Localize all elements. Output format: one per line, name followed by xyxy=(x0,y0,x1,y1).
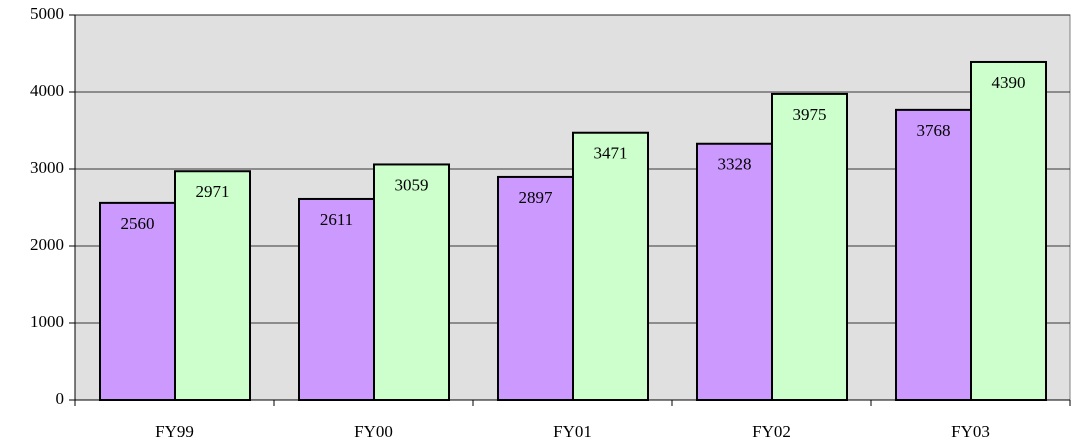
data-label: 3975 xyxy=(793,105,827,124)
data-label: 2560 xyxy=(121,214,155,233)
bar xyxy=(696,142,773,402)
x-tick-label: FY01 xyxy=(553,422,592,441)
bar xyxy=(895,108,972,401)
bar xyxy=(99,201,176,401)
y-tick-label: 1000 xyxy=(30,312,64,331)
data-label: 2971 xyxy=(196,182,230,201)
bar xyxy=(497,175,574,401)
bar xyxy=(174,170,251,401)
bar xyxy=(373,163,450,401)
bar xyxy=(970,60,1047,401)
bar xyxy=(572,131,649,401)
data-label: 3471 xyxy=(594,144,628,163)
y-tick-label: 0 xyxy=(56,389,65,408)
x-tick-label: FY02 xyxy=(752,422,791,441)
data-label: 2897 xyxy=(519,188,554,207)
y-tick-label: 2000 xyxy=(30,235,64,254)
y-tick-label: 4000 xyxy=(30,81,64,100)
bar xyxy=(298,197,375,401)
bar xyxy=(771,92,848,402)
y-tick-label: 3000 xyxy=(30,158,64,177)
data-label: 2611 xyxy=(320,210,353,229)
data-label: 4390 xyxy=(992,73,1026,92)
data-label: 3059 xyxy=(395,175,429,194)
data-label: 3328 xyxy=(718,155,752,174)
x-tick-label: FY03 xyxy=(951,422,990,441)
x-tick-label: FY99 xyxy=(155,422,194,441)
x-tick-label: FY00 xyxy=(354,422,393,441)
data-label: 3768 xyxy=(917,121,951,140)
y-tick-label: 5000 xyxy=(30,4,64,23)
